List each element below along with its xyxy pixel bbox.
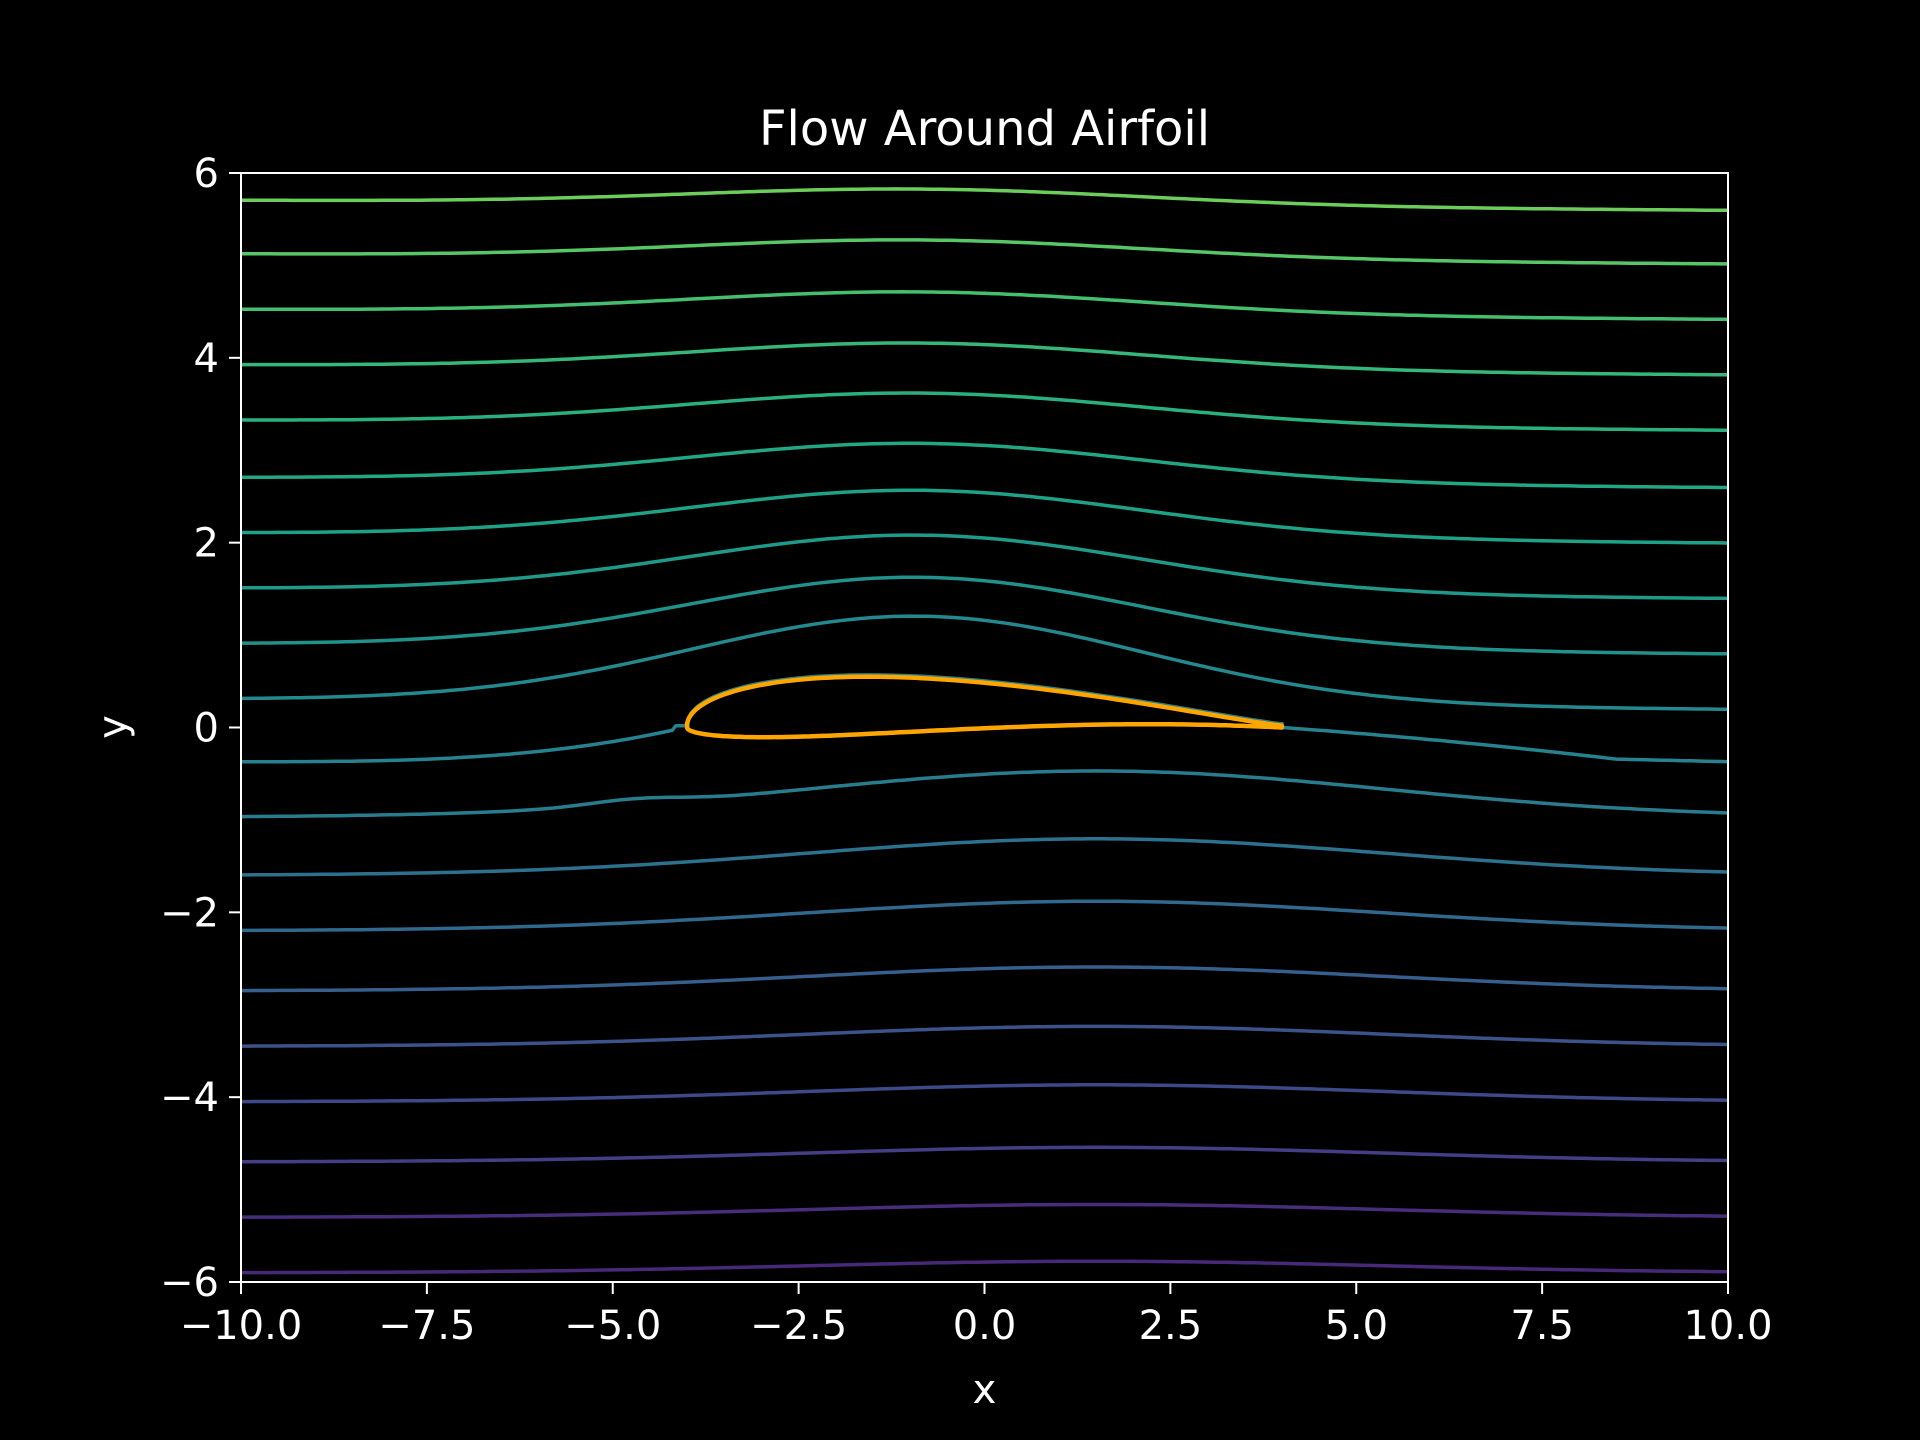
x-tick-label: −7.5 <box>378 1303 475 1349</box>
x-tick-label: 0.0 <box>953 1303 1017 1349</box>
y-tick-label: −6 <box>160 1260 219 1306</box>
y-tick-label: −2 <box>160 890 219 936</box>
streamline <box>241 238 1728 266</box>
x-tick-label: 7.5 <box>1510 1303 1574 1349</box>
streamline <box>241 575 1728 656</box>
y-axis: −6 −4 −2 0 2 4 6 <box>160 151 241 1306</box>
streamline <box>241 391 1728 432</box>
airfoil-outline <box>684 674 1285 740</box>
streamline <box>241 1145 1728 1164</box>
streamline <box>241 1083 1728 1104</box>
x-axis-label: x <box>973 1367 997 1413</box>
y-tick-label: 6 <box>194 151 219 197</box>
streamline <box>241 1259 1728 1275</box>
streamline <box>241 965 1728 993</box>
y-tick-label: 2 <box>194 521 219 567</box>
x-tick-label: −5.0 <box>564 1303 661 1349</box>
streamline <box>241 441 1728 490</box>
y-tick-label: 4 <box>194 336 219 382</box>
y-tick-label: −4 <box>160 1075 219 1121</box>
x-tick-label: −2.5 <box>750 1303 847 1349</box>
streamline <box>241 1202 1728 1219</box>
x-tick-label: −10.0 <box>180 1303 303 1349</box>
streamlines <box>241 187 1728 1275</box>
x-axis: −10.0 −7.5 −5.0 −2.5 0.0 2.5 5.0 7.5 10.0 <box>180 1282 1773 1349</box>
x-tick-label: 5.0 <box>1324 1303 1388 1349</box>
x-tick-label: 10.0 <box>1683 1303 1772 1349</box>
streamline <box>241 1024 1728 1048</box>
streamline <box>241 341 1728 377</box>
streamline <box>241 533 1728 601</box>
streamline <box>241 614 1728 711</box>
y-tick-label: 0 <box>194 706 219 752</box>
streamline <box>241 488 1728 545</box>
streamline <box>241 837 1728 877</box>
y-axis-label: y <box>90 715 136 739</box>
chart-title: Flow Around Airfoil <box>759 101 1210 157</box>
x-tick-label: 2.5 <box>1139 1303 1203 1349</box>
streamline <box>241 769 1728 819</box>
streamline <box>241 290 1728 322</box>
streamline <box>241 899 1728 933</box>
streamline <box>241 187 1728 213</box>
